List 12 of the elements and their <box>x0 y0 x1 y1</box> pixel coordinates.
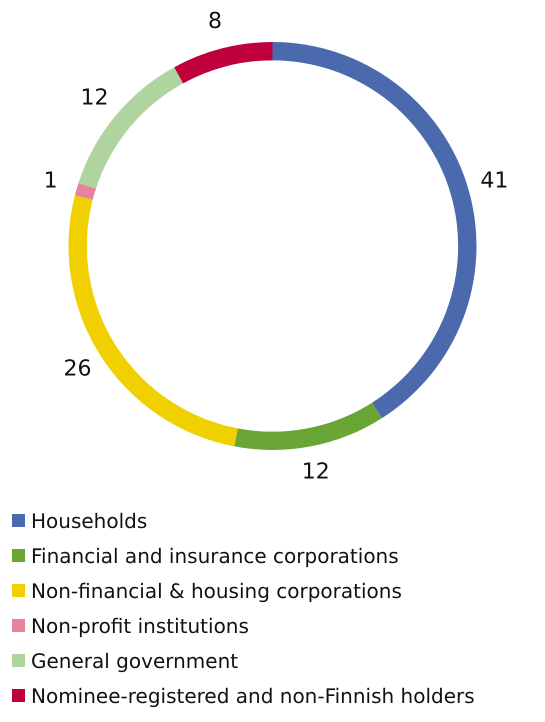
legend-label: Nominee-registered and non-Finnish holders <box>31 684 475 708</box>
legend-label: Non-profit institutions <box>31 614 249 638</box>
data-label: 8 <box>208 8 222 34</box>
data-label: 1 <box>44 168 58 194</box>
legend-label: Non-financial & housing corporations <box>31 578 402 602</box>
legend-label: Households <box>31 508 148 532</box>
legend-label: Financial and insurance corporations <box>31 544 399 568</box>
data-label: 41 <box>480 168 508 194</box>
data-label: 12 <box>80 85 109 110</box>
data-label: 26 <box>63 356 92 382</box>
data-label: 12 <box>302 460 330 485</box>
legend-label: General government <box>31 648 238 672</box>
